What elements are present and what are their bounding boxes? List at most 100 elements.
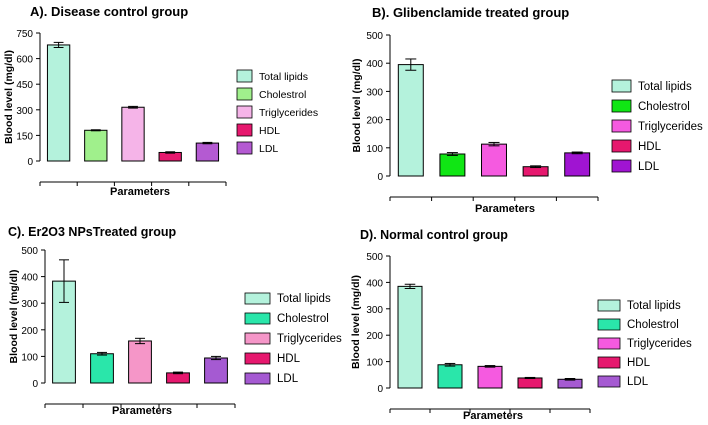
chart-panel-b: B). Glibenclamide treated group 0 100 200 30… bbox=[351, 5, 703, 215]
legend-swatch bbox=[236, 105, 253, 119]
legend-label: HDL bbox=[277, 353, 301, 365]
y-tick-label: 0 bbox=[377, 384, 383, 395]
legend-label: Cholestrol bbox=[627, 319, 679, 331]
legend-swatch bbox=[597, 356, 621, 369]
chart-title: C). Er2O3 NPsTreated group bbox=[8, 225, 176, 239]
chart-title: A). Disease control group bbox=[30, 4, 188, 19]
legend-label: Total lipids bbox=[259, 71, 308, 83]
chart-title: D). Normal control group bbox=[360, 228, 508, 242]
legend-swatch bbox=[244, 372, 271, 385]
legend-label: LDL bbox=[259, 143, 278, 155]
y-axis-label: Blood level (mg/dl) bbox=[350, 275, 362, 369]
y-axis-label: Blood level (mg/dl) bbox=[8, 270, 20, 364]
legend-label: Cholestrol bbox=[277, 313, 329, 325]
y-tick-label: 500 bbox=[21, 246, 38, 257]
y-tick-label: 400 bbox=[366, 278, 383, 289]
bar-cholestrol bbox=[84, 129, 108, 162]
x-axis-label: Parameters bbox=[463, 410, 523, 422]
bar-ldl bbox=[557, 378, 583, 389]
legend-label: HDL bbox=[627, 357, 651, 369]
legend-label: Total lipids bbox=[627, 300, 681, 312]
legend-label: Triglycerides bbox=[277, 333, 342, 345]
bar-triglycerides bbox=[477, 365, 503, 389]
y-tick-label: 400 bbox=[21, 273, 38, 284]
bar-total-lipids bbox=[397, 64, 424, 177]
y-tick-label: 100 bbox=[21, 352, 38, 363]
bar-cholestrol bbox=[437, 364, 463, 389]
bar-ldl bbox=[195, 142, 220, 162]
y-axis-label: Blood level (mg/dl) bbox=[3, 50, 15, 144]
y-tick-label: 400 bbox=[366, 59, 383, 70]
legend-swatch bbox=[611, 119, 632, 133]
legend-label: Triglycerides bbox=[638, 121, 703, 133]
y-tick-label: 0 bbox=[32, 379, 38, 390]
legend-swatch bbox=[236, 87, 253, 101]
legend-label: Total lipids bbox=[277, 293, 331, 305]
legend-label: HDL bbox=[638, 141, 662, 153]
legend-label: LDL bbox=[627, 376, 649, 388]
y-tick-label: 750 bbox=[16, 29, 33, 40]
bar-total-lipids bbox=[397, 285, 423, 389]
chart-title: B). Glibenclamide treated group bbox=[372, 5, 569, 20]
legend-swatch bbox=[597, 299, 621, 312]
legend: Total lipids Cholestrol Triglycerides HDL LD… bbox=[597, 299, 692, 388]
legend-swatch bbox=[597, 375, 621, 388]
chart-panel-c: C). Er2O3 NPsTreated group 0 100 200 300 400 5… bbox=[8, 225, 342, 417]
legend-swatch bbox=[244, 332, 271, 345]
legend-label: Cholestrol bbox=[259, 89, 306, 101]
legend-swatch bbox=[597, 318, 621, 331]
x-axis-label: Parameters bbox=[112, 405, 172, 417]
chart-panel-d: D). Normal control group 0 100 200 300 400 500… bbox=[350, 228, 692, 422]
bar-triglycerides bbox=[121, 106, 145, 162]
legend: Total lipids Cholestrol Triglycerides HDL LD… bbox=[244, 292, 342, 385]
bar-hdl bbox=[522, 166, 549, 177]
legend-swatch bbox=[236, 123, 253, 137]
legend-swatch bbox=[236, 141, 253, 155]
legend-label: Triglycerides bbox=[259, 107, 318, 119]
y-tick-label: 500 bbox=[366, 252, 383, 263]
legend-label: HDL bbox=[259, 125, 280, 137]
legend-swatch bbox=[244, 352, 271, 365]
legend: Total lipids Cholestrol Triglycerides HDL LD… bbox=[236, 69, 318, 155]
chart-panel-a: A). Disease control group 0 150 300 450 600 75… bbox=[3, 4, 318, 198]
bar-ldl bbox=[564, 152, 591, 177]
x-axis-label: Parameters bbox=[110, 186, 170, 198]
legend-swatch bbox=[611, 139, 632, 153]
y-tick-label: 300 bbox=[366, 87, 383, 98]
y-tick-label: 450 bbox=[16, 80, 33, 91]
bar-hdl bbox=[158, 151, 182, 162]
legend-swatch bbox=[611, 159, 632, 173]
y-tick-label: 200 bbox=[366, 331, 383, 342]
legend-swatch bbox=[244, 312, 271, 325]
bar-hdl bbox=[166, 372, 190, 384]
legend-label: Triglycerides bbox=[627, 338, 692, 350]
legend-swatch bbox=[611, 79, 632, 93]
y-tick-label: 150 bbox=[16, 131, 33, 142]
legend-swatch bbox=[611, 99, 632, 113]
legend-label: LDL bbox=[638, 161, 660, 173]
legend-swatch bbox=[244, 292, 271, 305]
y-tick-label: 100 bbox=[366, 358, 383, 369]
legend-swatch bbox=[236, 69, 253, 83]
y-tick-label: 600 bbox=[16, 55, 33, 66]
y-tick-label: 500 bbox=[366, 31, 383, 42]
y-tick-label: 300 bbox=[21, 299, 38, 310]
y-tick-label: 0 bbox=[27, 157, 33, 168]
legend-label: Total lipids bbox=[638, 81, 692, 93]
y-axis-label: Blood level (mg/dl) bbox=[351, 59, 363, 153]
y-tick-label: 200 bbox=[366, 116, 383, 127]
bar-hdl bbox=[517, 377, 543, 389]
legend-label: LDL bbox=[277, 373, 299, 385]
bar-ldl bbox=[204, 357, 228, 384]
bar-cholestrol bbox=[439, 153, 466, 177]
x-axis-label: Parameters bbox=[475, 203, 535, 215]
y-tick-label: 300 bbox=[366, 305, 383, 316]
bar-total-lipids bbox=[46, 44, 71, 162]
y-tick-label: 0 bbox=[377, 172, 383, 183]
y-tick-label: 300 bbox=[16, 106, 33, 117]
legend: Total lipids Cholestrol Triglycerides HDL LD… bbox=[611, 79, 703, 173]
bar-cholestrol bbox=[90, 353, 114, 384]
y-tick-label: 200 bbox=[21, 326, 38, 337]
legend-swatch bbox=[597, 337, 621, 350]
